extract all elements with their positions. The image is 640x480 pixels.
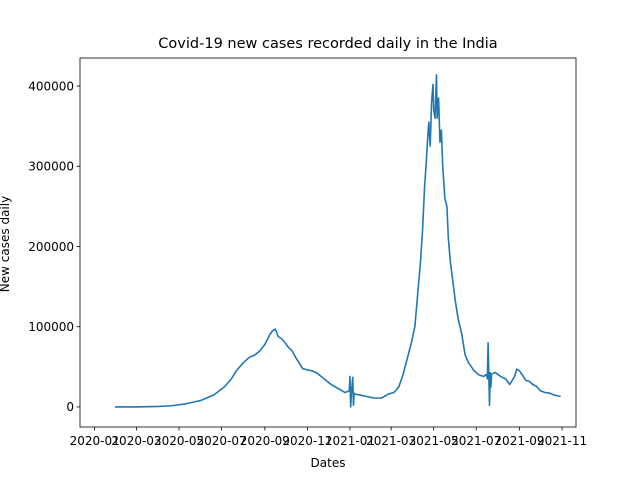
x-axis-label: Dates bbox=[311, 456, 346, 470]
y-axis-label: New cases daily bbox=[0, 196, 12, 292]
x-tick-label: 2021-05 bbox=[409, 434, 459, 448]
x-tick-label: 2021-03 bbox=[366, 434, 416, 448]
y-tick-label: 200000 bbox=[28, 240, 74, 254]
x-tick-label: 2020-09 bbox=[240, 434, 290, 448]
x-tick-label: 2020-03 bbox=[111, 434, 161, 448]
x-tick-label: 2021-09 bbox=[494, 434, 544, 448]
y-tick-label: 100000 bbox=[28, 320, 74, 334]
x-tick-label: 2020-07 bbox=[197, 434, 247, 448]
plot-area: 01000002000003000004000002020-012020-032… bbox=[28, 57, 587, 448]
x-tick-label: 2021-01 bbox=[325, 434, 375, 448]
x-tick-label: 2021-07 bbox=[451, 434, 501, 448]
chart-title: Covid-19 new cases recorded daily in the… bbox=[158, 36, 497, 52]
x-tick-label: 2021-11 bbox=[537, 434, 587, 448]
y-tick-label: 300000 bbox=[28, 160, 74, 174]
x-tick-label: 2020-01 bbox=[70, 434, 120, 448]
x-tick-label: 2020-05 bbox=[154, 434, 204, 448]
series-line-0 bbox=[114, 74, 561, 408]
y-tick-label: 0 bbox=[66, 400, 74, 414]
y-tick-label: 400000 bbox=[28, 79, 74, 93]
axes-frame bbox=[79, 57, 577, 428]
x-tick-label: 2020-11 bbox=[282, 434, 332, 448]
